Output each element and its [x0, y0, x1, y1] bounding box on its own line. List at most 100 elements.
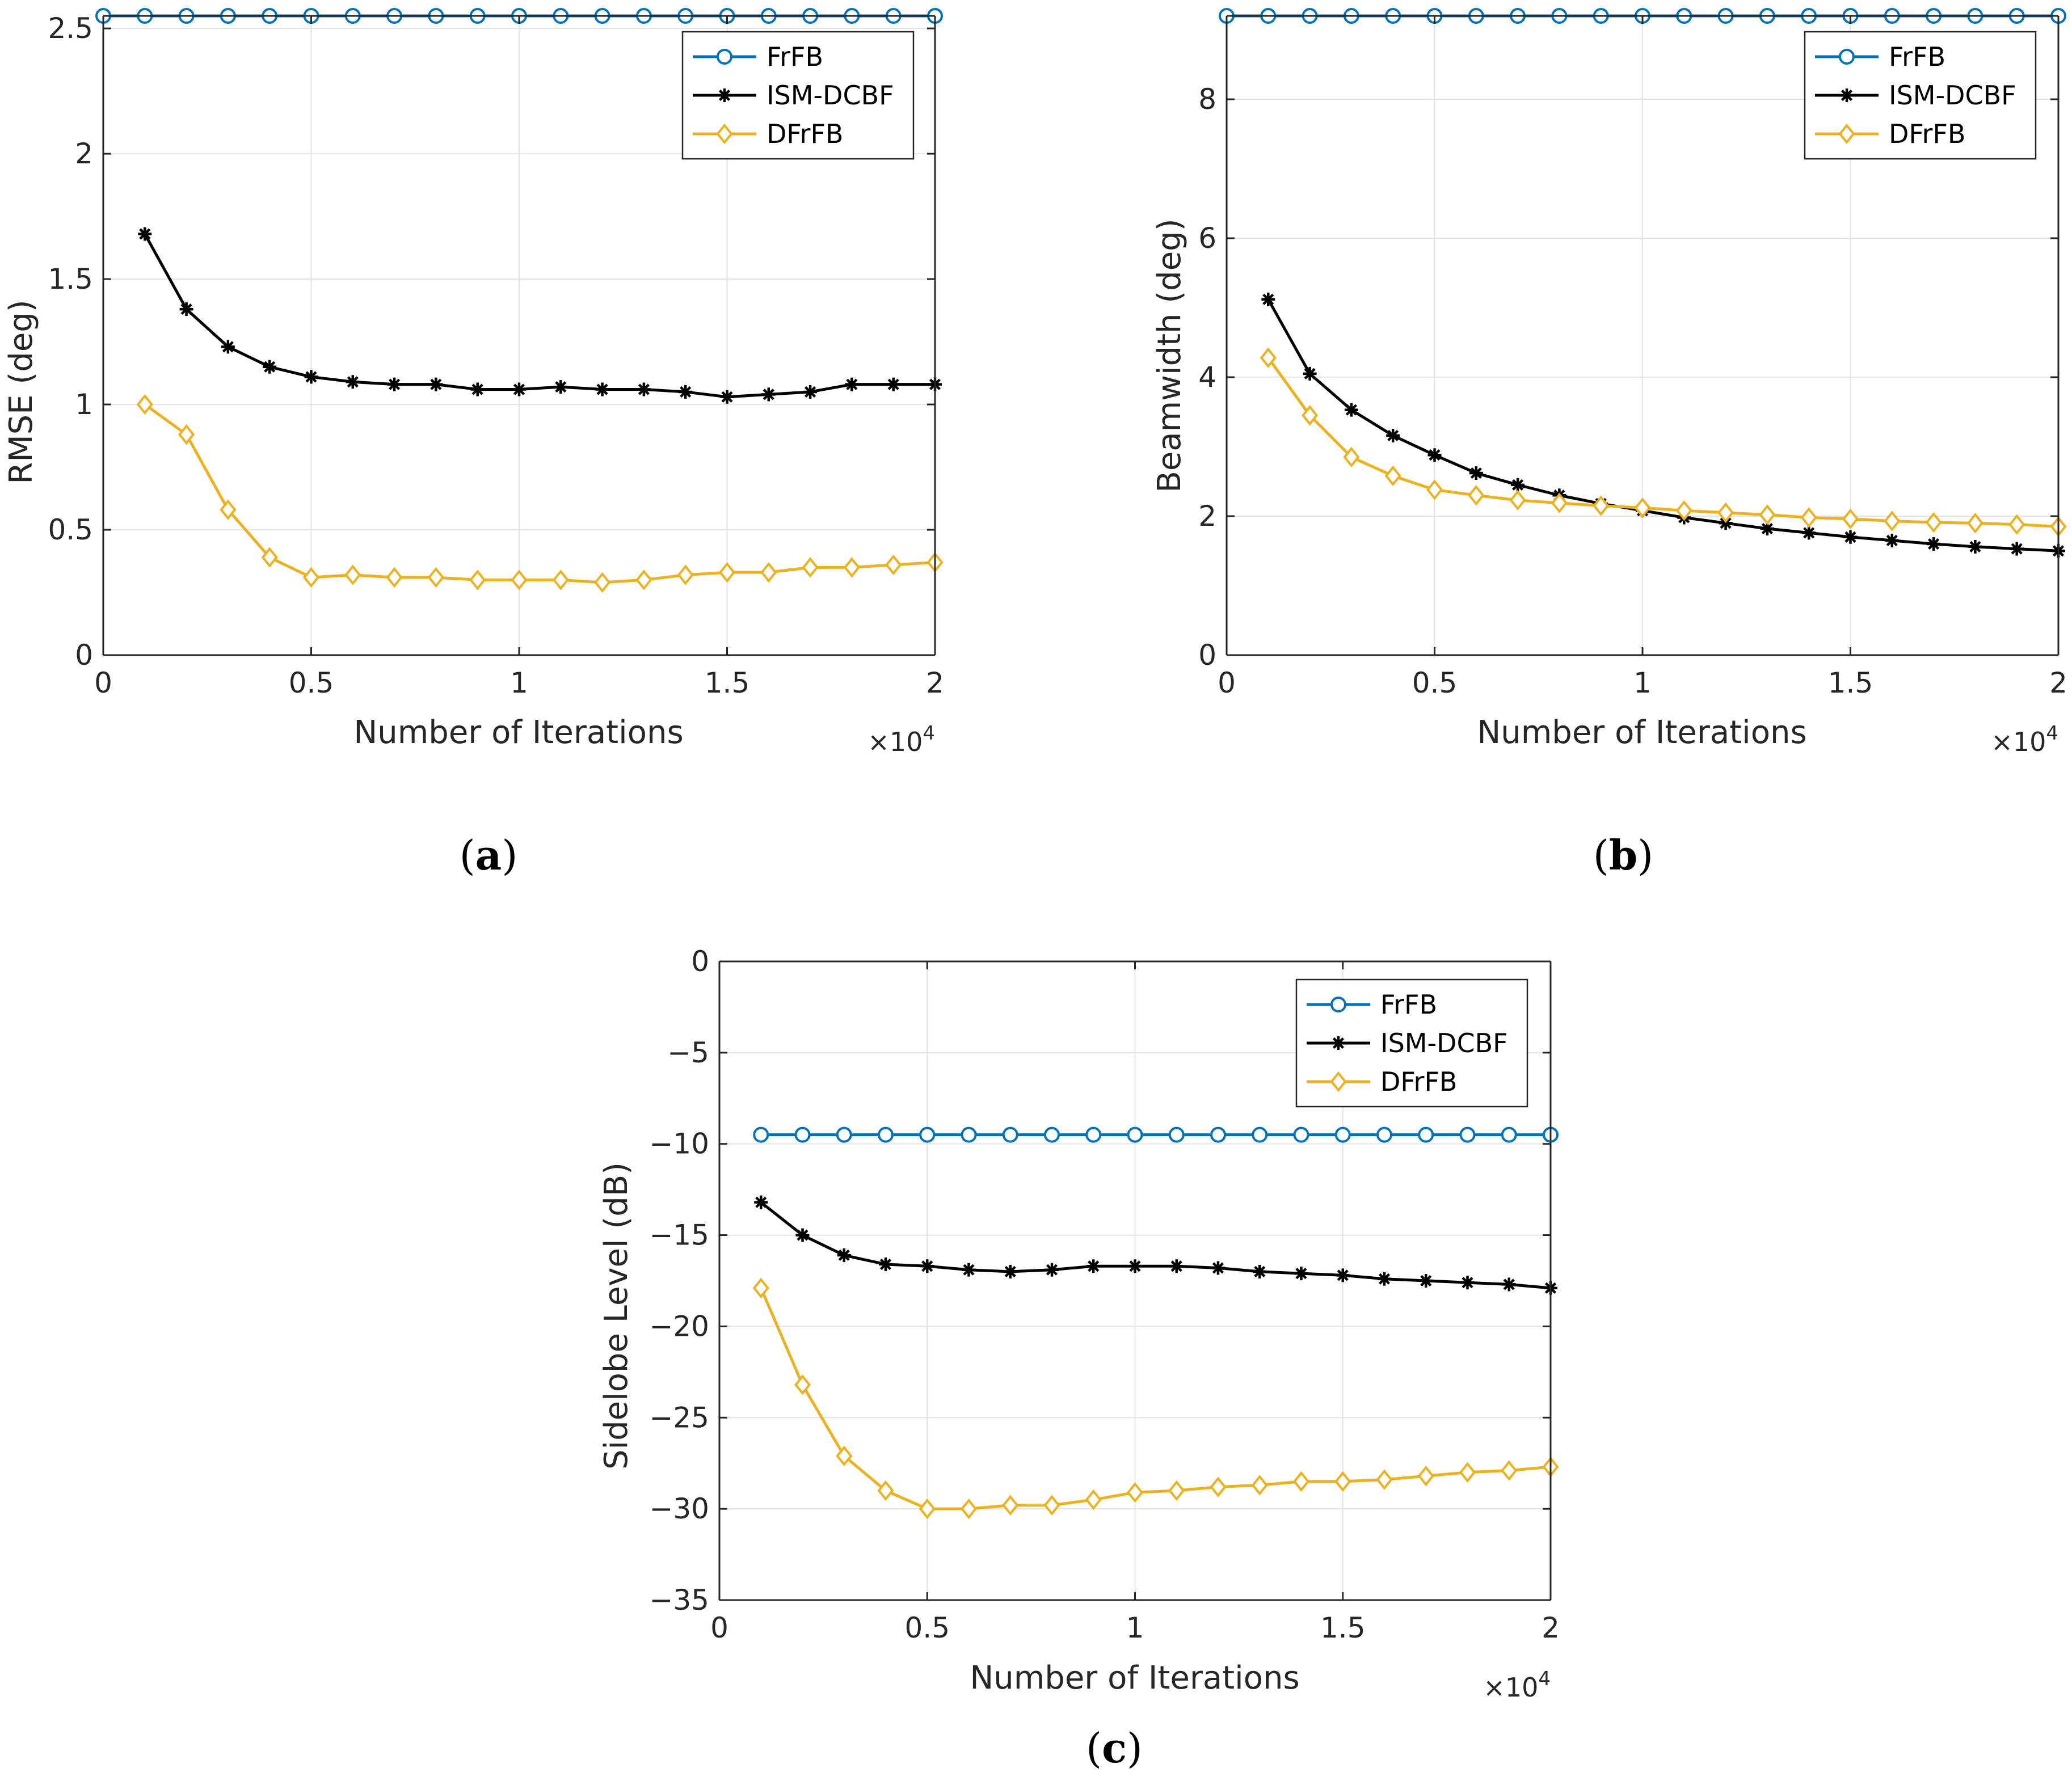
panel-c-series-dfrfb-point-14 [1334, 1471, 1351, 1492]
panel-a-series-ism_dcbf-point-8-stroke [471, 383, 483, 395]
panel-c-series-ism_dcbf-point-12-stroke [1254, 1265, 1266, 1277]
panel-a-series-dfrfb-point-0 [136, 394, 153, 415]
panel-a-series-dfrfb-point-9 [511, 569, 528, 590]
panel-c-series-ism_dcbf-point-13 [1294, 1267, 1308, 1281]
panel-b-ylabel: Beamwidth (deg) [1151, 218, 1188, 492]
panel-c-series-dfrfb-point-13 [1292, 1471, 1310, 1492]
panel-c-series-frfb-point-16 [1418, 1126, 1434, 1143]
panel-b-ytick-label-1: 2 [1198, 500, 1216, 533]
panel-b-series-ism_dcbf-point-6-stroke [1512, 479, 1524, 491]
panel-c-series-ism_dcbf-point-1-stroke [797, 1229, 808, 1241]
panel-c-series-ism_dcbf-point-10-stroke [1170, 1260, 1182, 1272]
panel-c-series-dfrfb-point-6 [1002, 1495, 1019, 1516]
panel-b-legend: FrFB ISM-DCBF DFrFB [1804, 31, 2037, 160]
panel-c-ylabel: Sidelobe Level (dB) [598, 1162, 635, 1470]
panel-c-series-frfb-point-8 [1085, 1126, 1102, 1143]
panel-a-series-dfrfb-point-14 [718, 562, 736, 583]
panel-b-series-ism_dcbf-point-4-stroke [1429, 449, 1441, 461]
panel-c-series-ism_dcbf-point-1 [795, 1228, 810, 1242]
panel-c-xlabel: Number of Iterations [970, 1660, 1299, 1697]
panel-c-legend-entry-frfb: FrFB [1307, 989, 1437, 1020]
panel-b-series-ism_dcbf-point-14 [1843, 530, 1858, 544]
panel-c-legend: FrFB ISM-DCBF DFrFB [1295, 978, 1528, 1108]
panel-a-legend-entry-frfb: FrFB [693, 41, 823, 72]
panel-c-series-frfb-point-3 [878, 1126, 894, 1143]
panel-c-series-ism_dcbf-point-7 [1045, 1263, 1059, 1277]
panel-a-series-ism_dcbf-point-12 [637, 382, 651, 396]
panel-c-series-ism_dcbf-point-18-stroke [1503, 1278, 1515, 1290]
panel-c-series-ism_dcbf-point-3-stroke [879, 1258, 892, 1271]
panel-c-legend-label-frfb: FrFB [1380, 989, 1437, 1020]
panel-c-series-ism_dcbf-point-2-stroke [838, 1249, 850, 1261]
panel-c-series-frfb-point-13 [1293, 1126, 1309, 1143]
panel-b-series-ism_dcbf-point-1 [1303, 366, 1317, 381]
panel-c-legend-label-ism_dcbf: ISM-DCBF [1380, 1028, 1508, 1058]
panel-a-legend-marker-ism_dcbf [718, 88, 731, 102]
panel-c-series-dfrfb-point-7 [1043, 1495, 1060, 1516]
panel-c-series-frfb-point-6 [1002, 1126, 1018, 1143]
panel-a-ytick-label-1: 0.5 [48, 513, 93, 546]
panel-c-series-dfrfb-point-12 [1251, 1475, 1268, 1496]
panel-a-series-ism_dcbf-point-9 [512, 382, 526, 396]
panel-c-series-ism_dcbf-point-3 [879, 1257, 892, 1272]
panel-a-series-ism_dcbf-point-10 [554, 380, 568, 394]
panel-b-series-dfrfb-point-8 [1593, 495, 1610, 516]
panel-c-series-dfrfb-point-8 [1085, 1489, 1102, 1510]
panel-a-series-ism_dcbf-point-16-stroke [805, 386, 816, 398]
panel-a-series-ism_dcbf-point-12-stroke [638, 383, 650, 395]
panel-c-legend-marker-frfb [1330, 997, 1346, 1012]
panel-a-legend: FrFB ISM-DCBF DFrFB [681, 31, 915, 160]
panel-c-ytick-label-4: −15 [649, 1219, 709, 1252]
panel-c-series-ism_dcbf-line [760, 1201, 1551, 1290]
panel-a-x-multiplier-base: ×10 [867, 727, 923, 757]
panel-b-series-dfrfb-point-12 [1759, 504, 1776, 525]
panel-a-xtick-label-2: 1 [510, 666, 528, 699]
panel-b-series-dfrfb-point-4 [1426, 479, 1443, 500]
panel-b-series-dfrfb-point-0 [1260, 347, 1277, 368]
panel-c-series-frfb-point-7 [1044, 1126, 1060, 1143]
panel-c-series-frfb-point-2 [836, 1126, 852, 1143]
panel-b-series-dfrfb-point-18 [2008, 514, 2025, 535]
panel-b-ytick-label-4: 8 [1198, 83, 1216, 116]
panel-b-series-ism_dcbf-point-16-stroke [1928, 538, 1940, 550]
panel-c-series-ism_dcbf-point-2 [837, 1248, 851, 1262]
panel-a-ytick-label-4: 2 [75, 137, 93, 170]
panel-a-series-ism_dcbf-point-7 [429, 377, 443, 391]
panel-b-series-ism_dcbf-point-11-stroke [1720, 517, 1732, 529]
panel-b-series-ism_dcbf-point-11 [1719, 516, 1733, 530]
panel-c-series-ism_dcbf-point-0 [754, 1195, 768, 1209]
panel-a-series-dfrfb-point-15 [760, 562, 777, 583]
panel-b-series-ism_dcbf-line [1267, 298, 2059, 552]
panel-b-ytick-label-0: 0 [1198, 639, 1216, 672]
panel-a-series-dfrfb-point-13 [677, 564, 694, 585]
panel-c-ytick-label-1: −30 [649, 1492, 709, 1525]
panel-a-series-ism_dcbf-point-10-stroke [555, 381, 567, 393]
panel-b-xlabel: Number of Iterations [1477, 714, 1806, 751]
panel-b-xtick-label-1: 0.5 [1412, 666, 1458, 699]
panel-c-legend-entry-ism_dcbf: ISM-DCBF [1307, 1028, 1508, 1058]
panel-a-series-ism_dcbf-point-5-stroke [347, 376, 359, 388]
panel-b-legend-entry-dfrfb: DFrFB [1815, 119, 1965, 149]
panel-c-series-dfrfb-point-9 [1126, 1482, 1144, 1503]
panel-a-series-dfrfb-point-18 [885, 554, 902, 576]
panel-a-xtick-label-0: 0 [94, 666, 112, 699]
panel-a-series-ism_dcbf-point-15-stroke [763, 389, 774, 400]
panel-c-series-ism_dcbf-point-4-stroke [921, 1260, 933, 1272]
panel-b-series-ism_dcbf-point-0-stroke [1262, 293, 1274, 305]
panel-a-legend-entry-dfrfb: DFrFB [693, 119, 843, 149]
panel-b-series-ism_dcbf-point-15 [1885, 533, 1899, 547]
panel-a-legend-entry-ism_dcbf: ISM-DCBF [693, 80, 894, 111]
panel-c: 0 0.5 1 1.5 2 −35 −30 −25 −20 −15 −10 −5 0 FrFB ISM-DC… [598, 945, 1560, 1772]
panel-a-series-ism_dcbf-point-4-stroke [305, 371, 317, 383]
panel-c-series-frfb-point-5 [961, 1126, 977, 1143]
panel-a-ytick-label-5: 2.5 [48, 12, 93, 45]
panel-b-legend-marker-dfrfb [1838, 123, 1855, 145]
panel-a-series-ism_dcbf-point-2 [221, 340, 235, 354]
panel-c-series-ism_dcbf-point-4 [920, 1259, 934, 1273]
panel-b-series-dfrfb-point-13 [1800, 507, 1817, 528]
panel-a-series-ism_dcbf-point-1-stroke [180, 303, 192, 315]
panel-a-series-ism_dcbf-point-13-stroke [680, 386, 692, 398]
panel-a-series-ism_dcbf-point-9-stroke [513, 383, 525, 395]
panel-b-series-dfrfb-point-17 [1966, 513, 1983, 534]
panel-b-xtick-label-2: 1 [1633, 666, 1652, 699]
